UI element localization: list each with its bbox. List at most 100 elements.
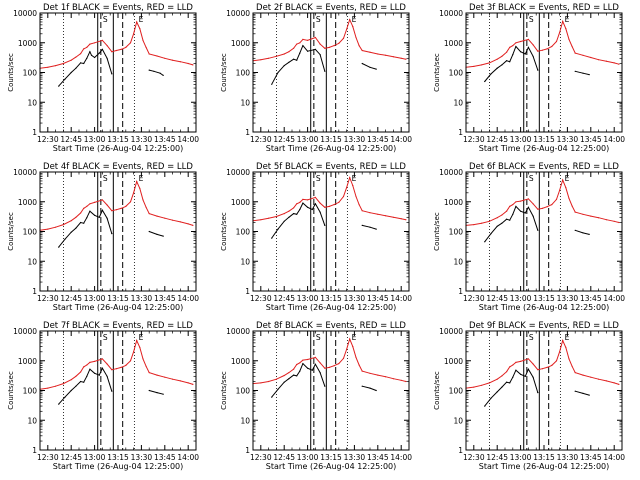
data-point bbox=[512, 364, 514, 366]
data-point bbox=[172, 59, 174, 61]
data-point bbox=[574, 372, 576, 374]
data-point bbox=[512, 204, 514, 206]
y-tick-label: 10 bbox=[240, 257, 250, 266]
data-point bbox=[268, 217, 270, 219]
data-point bbox=[89, 43, 91, 45]
data-point bbox=[145, 365, 147, 367]
data-point bbox=[307, 367, 309, 369]
data-point bbox=[319, 211, 321, 213]
start-marker: S bbox=[103, 333, 108, 342]
x-axis-label: Start Time (26-Aug-04 12:25:00) bbox=[53, 462, 184, 471]
data-point bbox=[392, 216, 394, 218]
data-point bbox=[324, 47, 326, 49]
x-tick-label: 12:45 bbox=[60, 453, 82, 462]
panel-title: Det 4f BLACK = Events, RED = LLD bbox=[43, 162, 193, 172]
y-tick-label: 100 bbox=[236, 387, 251, 396]
plot-frame bbox=[465, 330, 623, 451]
data-point bbox=[501, 64, 503, 66]
y-tick-label: 100 bbox=[23, 387, 38, 396]
data-point bbox=[299, 52, 301, 54]
series-line-lld-1 bbox=[465, 19, 620, 68]
data-point bbox=[55, 65, 57, 67]
y-tick-label: 1 bbox=[458, 446, 463, 455]
series-line-events-2 bbox=[362, 385, 377, 391]
data-point bbox=[555, 198, 558, 200]
data-point bbox=[311, 208, 313, 211]
data-point bbox=[133, 33, 135, 35]
y-tick-label: 10 bbox=[27, 98, 37, 107]
data-point bbox=[148, 389, 150, 392]
data-point bbox=[156, 374, 158, 376]
series-events bbox=[58, 209, 164, 248]
end-marker: E bbox=[352, 333, 357, 342]
series-line-lld-1 bbox=[39, 180, 194, 231]
x-axis-label: Start Time (26-Aug-04 12:25:00) bbox=[479, 303, 610, 312]
data-point bbox=[260, 382, 262, 384]
x-tick-label: 12:30 bbox=[250, 453, 272, 462]
data-point bbox=[473, 224, 475, 226]
data-point bbox=[352, 346, 354, 348]
data-point bbox=[509, 366, 511, 368]
series-events bbox=[484, 45, 590, 83]
data-point bbox=[588, 74, 590, 76]
data-point bbox=[520, 373, 522, 375]
series-lld bbox=[465, 178, 620, 226]
series-line-lld-1 bbox=[39, 20, 194, 69]
data-point bbox=[541, 207, 544, 209]
series-lld bbox=[252, 176, 407, 222]
data-point bbox=[361, 224, 363, 226]
panel-title: Det 1f BLACK = Events, RED = LLD bbox=[43, 3, 193, 13]
data-point bbox=[70, 220, 72, 222]
data-point bbox=[179, 380, 181, 382]
x-tick-label: 14:00 bbox=[603, 135, 625, 144]
data-point bbox=[133, 192, 135, 194]
data-point bbox=[283, 381, 285, 383]
data-point bbox=[501, 386, 503, 388]
data-point bbox=[509, 61, 511, 63]
series-lld bbox=[39, 20, 194, 69]
y-tick-label: 10000 bbox=[439, 327, 463, 336]
data-point bbox=[369, 51, 371, 53]
data-point bbox=[314, 203, 316, 205]
data-point bbox=[148, 213, 150, 215]
data-point bbox=[515, 42, 517, 44]
data-point bbox=[568, 358, 570, 360]
data-point bbox=[515, 369, 517, 371]
data-point bbox=[571, 365, 573, 367]
x-tick-label: 13:45 bbox=[367, 135, 389, 144]
start-marker: S bbox=[103, 15, 108, 24]
series-lld bbox=[39, 180, 194, 231]
data-point bbox=[187, 223, 189, 225]
x-tick-label: 13:15 bbox=[320, 453, 342, 462]
end-marker: E bbox=[139, 15, 144, 24]
data-point bbox=[75, 56, 77, 58]
data-point bbox=[520, 40, 522, 43]
x-tick-label: 12:45 bbox=[60, 135, 82, 144]
data-point bbox=[260, 59, 262, 61]
x-axis-label: Start Time (26-Aug-04 12:25:00) bbox=[266, 462, 397, 471]
x-tick-label: 12:30 bbox=[463, 453, 485, 462]
series-events bbox=[271, 362, 377, 398]
data-point bbox=[537, 69, 539, 71]
data-point bbox=[83, 207, 85, 209]
data-point bbox=[111, 369, 113, 371]
x-tick-label: 13:45 bbox=[154, 453, 176, 462]
data-point bbox=[598, 217, 600, 219]
data-point bbox=[179, 221, 181, 223]
data-point bbox=[148, 230, 150, 233]
data-point bbox=[307, 199, 309, 201]
data-point bbox=[129, 360, 132, 362]
series-line-events-1 bbox=[271, 44, 326, 85]
data-point bbox=[551, 45, 553, 48]
data-point bbox=[605, 219, 608, 221]
data-point bbox=[377, 213, 379, 215]
data-point bbox=[62, 383, 64, 385]
series-line-lld-1 bbox=[465, 178, 620, 226]
data-point bbox=[574, 390, 576, 392]
data-point bbox=[148, 53, 150, 55]
data-point bbox=[361, 62, 363, 65]
data-point bbox=[565, 28, 567, 30]
y-axis-label: Counts/sec bbox=[433, 371, 441, 410]
data-point bbox=[559, 31, 561, 34]
